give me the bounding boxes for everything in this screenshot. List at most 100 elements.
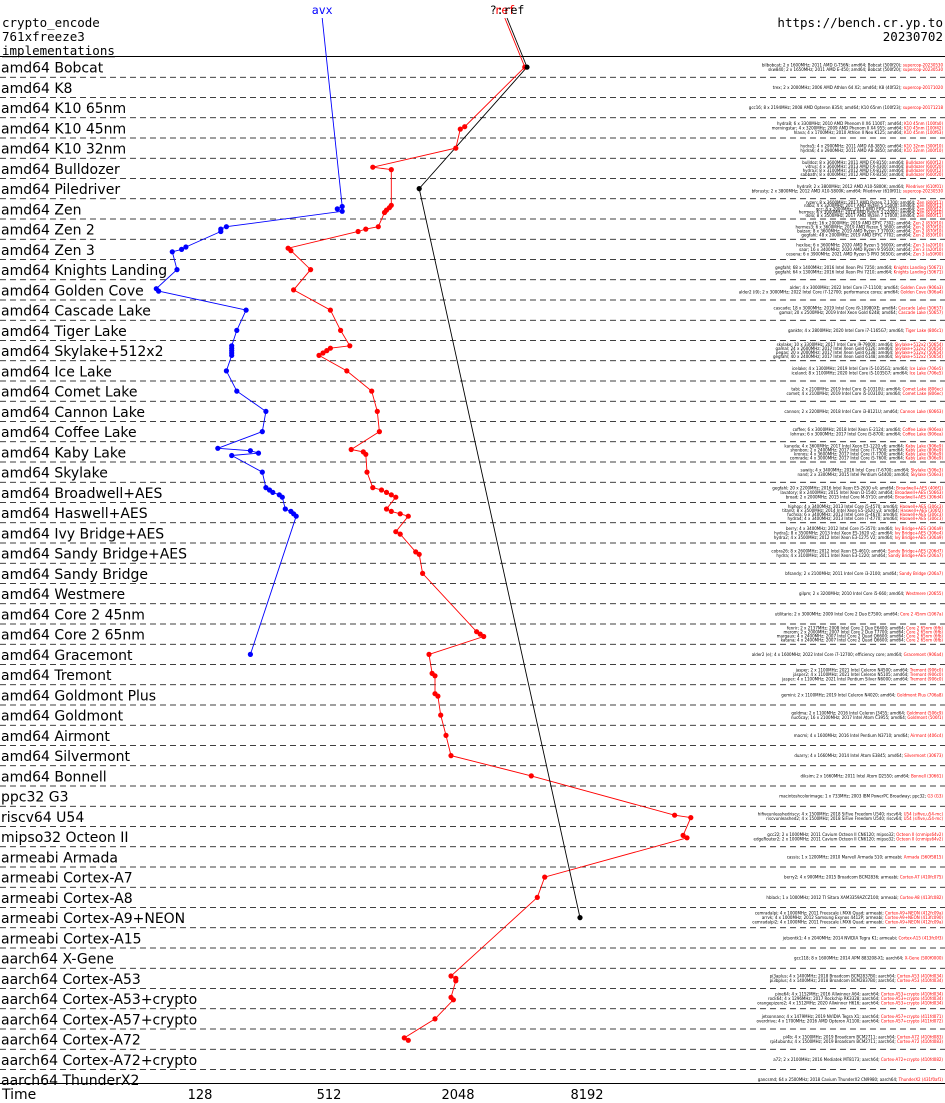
row-label[interactable]: aarch64 Cortex-A53 (1, 972, 141, 988)
machine-info[interactable]: rostt; 16 x 2000MHz; 2019 AMD EPYC 7302;… (807, 221, 943, 226)
machine-info[interactable]: skw840; 2 x 1650MHz; 2011 AMD E-450; amd… (768, 67, 943, 72)
machine-info[interactable]: hblack; 1 x 1000MHz; 2012 TI Sitara XAM3… (766, 895, 943, 900)
data-point[interactable] (223, 368, 229, 374)
data-point[interactable] (243, 307, 249, 313)
machine-info[interactable]: cannon; 2 x 2200MHz; 2018 Intel Core i3-… (784, 409, 943, 414)
data-point[interactable] (401, 1035, 407, 1041)
data-point[interactable] (376, 429, 382, 435)
machine-info[interactable]: hlava; 4 x 1700MHz; 2010 Athlon II Neo K… (794, 130, 944, 135)
machine-info[interactable]: alder2 (i9); 2 x 3000MHz; 2022 Intel Cor… (739, 290, 944, 295)
data-point[interactable] (432, 673, 438, 679)
machine-info[interactable]: hexlise; 6 x 3600MHz; 2020 AMD Ryzen 5 5… (796, 242, 943, 247)
implementations-link[interactable]: implementations (2, 43, 115, 58)
data-point[interactable] (370, 164, 376, 170)
data-point[interactable] (291, 287, 297, 293)
data-point[interactable] (229, 352, 235, 358)
row-label[interactable]: amd64 Zen 2 (1, 223, 95, 239)
machine-info[interactable]: cesena; 6 x 3900MHz; 2021 AMD Ryzen 5 PR… (786, 251, 943, 256)
data-point[interactable] (388, 167, 394, 173)
machine-info[interactable]: overdrive; 4 x 1700MHz; 2016 AMD Opteron… (757, 1019, 944, 1024)
machine-info[interactable]: fuchsia; 6 x 3400MHz; 2013 Intel Core i5… (787, 512, 943, 517)
data-point[interactable] (327, 307, 333, 313)
data-point[interactable] (388, 492, 394, 498)
data-point[interactable] (378, 487, 385, 493)
machine-info[interactable]: pine64; 4 x 1152MHz; 2016 Allwinner A64;… (775, 992, 943, 997)
machine-info[interactable]: comrade; 4 x 3000MHz; 2017 Intel Core i5… (790, 455, 944, 460)
machine-info[interactable]: gancsmd; 64 x 2500MHz; 2018 Cavium Thund… (758, 1077, 944, 1082)
machine-info[interactable]: hydra; 4 x 3100MHz; 2011 Intel Xeon E3-1… (776, 553, 943, 558)
data-point[interactable] (528, 773, 534, 779)
data-point[interactable] (420, 570, 426, 577)
data-point[interactable] (432, 1016, 438, 1022)
row-label[interactable]: aarch64 Cortex-A57+crypto (1, 1012, 197, 1028)
row-label[interactable]: amd64 K10 32nm (1, 142, 126, 158)
machine-info[interactable]: goldma; 2 x 1100MHz; 2016 Intel Celeron … (791, 710, 943, 715)
data-point[interactable] (688, 815, 694, 821)
row-label[interactable]: amd64 Core 2 65nm (1, 628, 145, 644)
machine-info[interactable]: nabu; 4 x 3200MHz; 2017 AMD Ryzen 5 1500… (804, 203, 943, 208)
row-label[interactable]: armeabi Cortex-A8 (1, 891, 133, 907)
machine-info[interactable]: margaux; 4 x 2400MHz; 2007 Intel Core 2 … (777, 634, 944, 639)
row-label[interactable]: amd64 Silvermont (1, 749, 131, 765)
row-label[interactable]: amd64 K10 45nm (1, 121, 126, 137)
data-point[interactable] (348, 446, 354, 453)
row-label[interactable]: amd64 Kaby Lake (1, 445, 126, 461)
machine-info[interactable]: baizan; 8 x 3600MHz; 2019 AMD Ryzen 7 37… (797, 229, 943, 234)
machine-info[interactable]: gegfahl; 20 x 2200MHz; 2016 Intel Xeon E… (772, 485, 943, 490)
machine-info[interactable]: hydra5; 4 x 2900MHz; 2011 AMD A8-3850; a… (800, 143, 943, 148)
machine-info[interactable]: gcc118; 8 x 1600MHz; 2014 APM 883208-X1;… (794, 956, 943, 961)
site-link[interactable]: https://bench.cr.yp.to (777, 15, 943, 30)
machine-info[interactable]: bilbobcat; 2 x 1600MHz; 2011 AMD G-T56N;… (762, 62, 944, 67)
row-label[interactable]: amd64 Skylake (1, 466, 108, 482)
machine-info[interactable]: cemradalpi; 4 x 1000MHz; 2011 Freescale … (755, 911, 944, 916)
row-label[interactable]: riscv64 U54 (1, 810, 84, 826)
data-point[interactable] (334, 206, 340, 212)
machine-info[interactable]: edgeRouter2; 2 x 1000MHz; 2011 Cavium Oc… (754, 836, 944, 841)
data-point[interactable] (397, 531, 403, 537)
machine-info[interactable]: tabi; 2 x 2100MHz; 2019 Intel Core i5-10… (791, 386, 943, 391)
row-label[interactable]: amd64 Ivy Bridge+AES (1, 526, 164, 542)
machine-info[interactable]: gcc16; 8 x 2194MHz; 2008 AMD Opteron 835… (749, 105, 944, 110)
data-point[interactable] (438, 712, 444, 718)
data-point[interactable] (426, 651, 432, 658)
machine-info[interactable]: morningstar; 4 x 3200MHz; 2009 AMD Pheno… (772, 125, 944, 130)
machine-info[interactable]: pegas; 20 x 2000MHz; 2017 Intel Xeon Gol… (776, 350, 944, 355)
data-point[interactable] (339, 208, 345, 214)
machine-info[interactable]: gegfahl; 68 x 1400MHz; 2016 Intel Xeon P… (775, 265, 943, 270)
data-point[interactable] (381, 209, 388, 216)
data-point[interactable] (363, 226, 369, 232)
data-point[interactable] (383, 506, 390, 512)
row-label[interactable]: amd64 Cannon Lake (1, 405, 145, 421)
data-point[interactable] (370, 485, 376, 491)
machine-info[interactable]: hydra4; 4 x 3400MHz; 2013 Intel Core i7-… (787, 516, 943, 521)
machine-info[interactable]: hydra8; 6 x 3300MHz; 2010 AMD Phenom II … (777, 121, 943, 126)
machine-info[interactable]: macmi; 4 x 1600MHz; 2016 Intel Pentium N… (794, 733, 944, 738)
machine-info[interactable]: lavatory; 8 x 2400MHz; 2015 Intel Xeon D… (780, 490, 943, 495)
machine-info[interactable]: gegfahl; 40 x 2400MHz; 2017 Intel Xeon G… (773, 354, 943, 359)
machine-info[interactable]: comet; 4 x 2100MHz; 2019 Intel Core i5-1… (786, 391, 943, 396)
machine-info[interactable]: cascade; 18 x 3000MHz; 2019 Intel Core i… (774, 305, 944, 310)
data-point[interactable] (435, 693, 441, 699)
machine-info[interactable]: a72; 2 x 2100MHz; 2016 Mediatek MT8173; … (773, 1057, 943, 1062)
row-label[interactable]: amd64 Comet Lake (1, 385, 138, 401)
data-point[interactable] (259, 429, 265, 435)
row-label[interactable]: amd64 Golden Cove (1, 283, 144, 299)
data-point[interactable] (393, 529, 399, 535)
row-label[interactable]: aarch64 X-Gene (1, 952, 114, 968)
machine-info[interactable]: iceland; 8 x 1100MHz; 2020 Intel Core i5… (791, 371, 943, 376)
data-point[interactable] (347, 343, 353, 349)
data-point[interactable] (397, 511, 403, 517)
data-point[interactable] (443, 732, 449, 739)
data-point[interactable] (405, 513, 411, 519)
data-point[interactable] (364, 469, 370, 475)
machine-info[interactable]: broad; 2 x 2000MHz; 2015 Intel Core M-5Y… (786, 494, 944, 499)
row-label[interactable]: amd64 Westmere (1, 587, 125, 603)
data-point[interactable] (247, 651, 253, 658)
machine-info[interactable]: jasper; 2 x 1100MHz; 2021 Intel Celeron … (795, 668, 944, 673)
machine-info[interactable]: saar; 16 x 3400MHz; 2020 AMD Ryzen 9 595… (799, 247, 943, 252)
machine-info[interactable]: dolo; 8 x 3500MHz; 2017 AMD Ryzen 7 1700… (806, 213, 944, 218)
row-label[interactable]: amd64 Gracemont (1, 648, 133, 664)
machine-info[interactable]: hydra6; 4 x 2900MHz; 2011 AMD A8-3850; a… (800, 148, 943, 153)
machine-info[interactable]: icelake; 4 x 1300MHz; 2019 Intel Core i5… (792, 366, 944, 371)
machine-info[interactable]: titan0; 8 x 3500MHz; 2014 Intel Xeon E5-… (782, 508, 943, 513)
